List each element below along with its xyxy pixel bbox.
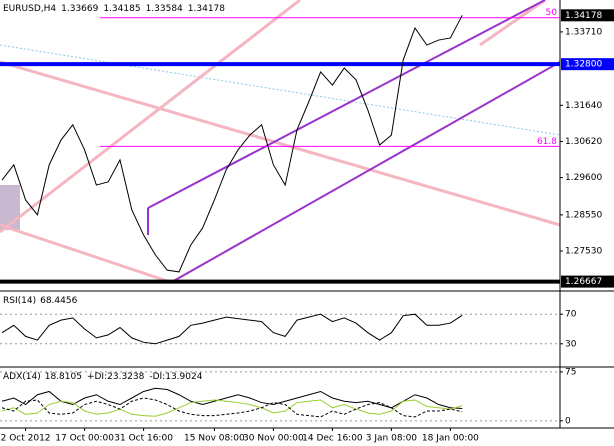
- y-tick-label: 1.27530: [565, 247, 602, 257]
- panel-frames: [0, 0, 614, 429]
- x-tick-label: 15 Nov 08:00: [184, 434, 245, 444]
- x-tick-label: 2 Oct 2012: [1, 434, 51, 444]
- price-label: 1.32800: [565, 60, 602, 70]
- panel-title: RSI(14): [3, 296, 36, 306]
- pink-trendline: [479, 0, 546, 47]
- drawings: [0, 0, 561, 284]
- panel-header: ADX(14) 18.8105 +DI:23.3238 -DI:13.9024: [3, 372, 203, 382]
- price-label-box: [561, 58, 614, 71]
- ohlc-value: 1.34185: [103, 4, 140, 14]
- y-tick-label: 1.29600: [565, 173, 602, 183]
- price-label: 1.26667: [565, 277, 602, 287]
- series-line: [1, 397, 463, 418]
- panel-header: RSI(14) 68.4456: [3, 296, 78, 306]
- y-tick-label: 1.30620: [565, 137, 602, 147]
- y-tick-label: 1.28550: [565, 210, 602, 220]
- pink-trendline: [0, 60, 561, 227]
- legend-value: 23.3238: [107, 372, 144, 382]
- legend-name: -DI:: [149, 372, 165, 382]
- price-label-box: [561, 9, 614, 22]
- price-label-box: [561, 275, 614, 288]
- pink-trendline: [0, 0, 301, 234]
- ohlc-value: 1.33669: [61, 4, 98, 14]
- fib-level-label: 61.8: [537, 137, 557, 147]
- series-line: [1, 399, 463, 417]
- series-line: [1, 15, 463, 273]
- series-line: [1, 387, 463, 410]
- x-tick-label: 31 Oct 16:00: [114, 434, 173, 444]
- channel-line: [147, 0, 546, 209]
- legend-name: ADX(14): [3, 372, 41, 382]
- pink-trendline: [0, 223, 171, 284]
- panel-header: EURUSD,H4 1.33669 1.34185 1.33584 1.34178: [3, 4, 225, 14]
- y-tick-label: 1.31640: [565, 101, 602, 111]
- dotted-trendline: [0, 44, 561, 136]
- legend-value: 18.8105: [45, 372, 82, 382]
- x-tick-label: 30 Nov 00:00: [243, 434, 304, 444]
- fib-level-label: 50: [546, 8, 558, 18]
- price-label: 1.34178: [565, 11, 602, 21]
- y-tick-label: 70: [565, 310, 577, 320]
- y-tick-label: 0: [565, 416, 571, 426]
- x-tick-label: 14 Dec 16:00: [302, 434, 363, 444]
- y-tick-label: 1.33710: [565, 27, 602, 37]
- last-value: 68.4456: [40, 296, 77, 306]
- panel-title: EURUSD,H4: [3, 4, 56, 14]
- ohlc-value: 1.34178: [188, 4, 225, 14]
- legend-name: +DI:: [87, 372, 107, 382]
- legend-value: 13.9024: [165, 372, 202, 382]
- channel-line: [169, 61, 561, 284]
- series-line: [1, 313, 463, 345]
- ohlc-value: 1.33584: [146, 4, 183, 14]
- x-tick-label: 3 Jan 08:00: [366, 434, 418, 444]
- y-tick-label: 30: [565, 339, 577, 349]
- x-tick-label: 18 Jan 00:00: [422, 434, 479, 444]
- x-tick-label: 17 Oct 00:00: [55, 434, 114, 444]
- y-tick-label: 75: [565, 367, 576, 377]
